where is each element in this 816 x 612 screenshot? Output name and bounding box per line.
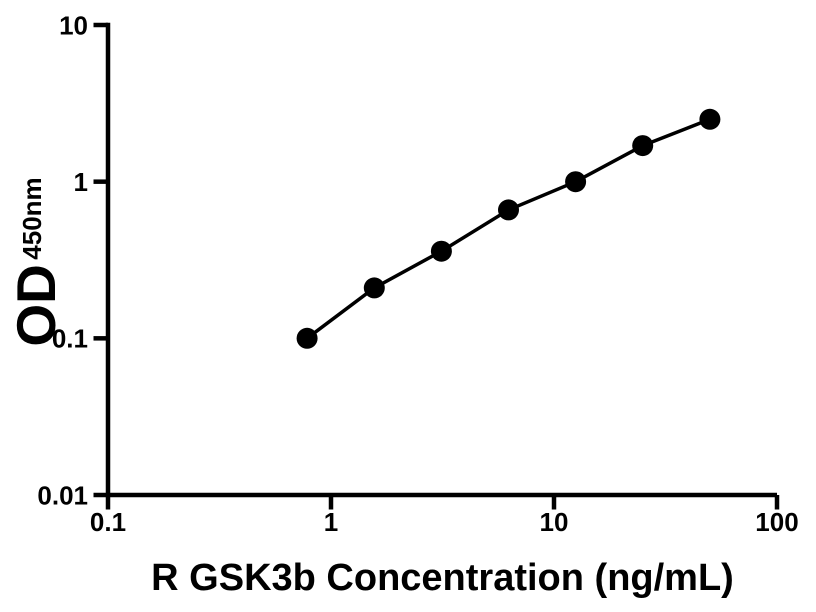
x-tick-label: 100 bbox=[755, 507, 798, 537]
x-axis-title: R GSK3b Concentration (ng/mL) bbox=[151, 557, 734, 599]
y-axis-title-subscript: 450nm bbox=[17, 177, 47, 259]
y-tick-label: 1 bbox=[74, 167, 88, 197]
data-point-marker bbox=[632, 135, 654, 157]
y-tick-label: 10 bbox=[59, 10, 88, 40]
data-point-marker bbox=[363, 277, 385, 299]
data-point-marker bbox=[296, 327, 318, 349]
x-tick-label: 1 bbox=[324, 507, 338, 537]
data-point-marker bbox=[430, 240, 452, 262]
data-point-marker bbox=[699, 108, 721, 130]
y-tick-label: 0.1 bbox=[52, 324, 88, 354]
y-tick-label: 0.01 bbox=[37, 480, 88, 510]
data-point-marker bbox=[498, 199, 519, 221]
data-point-marker bbox=[565, 171, 587, 193]
x-tick-label: 0.1 bbox=[90, 507, 126, 537]
x-tick-label: 10 bbox=[540, 507, 569, 537]
y-axis-title: OD 450nm bbox=[5, 177, 67, 346]
y-axis-title-main: OD bbox=[5, 264, 67, 347]
